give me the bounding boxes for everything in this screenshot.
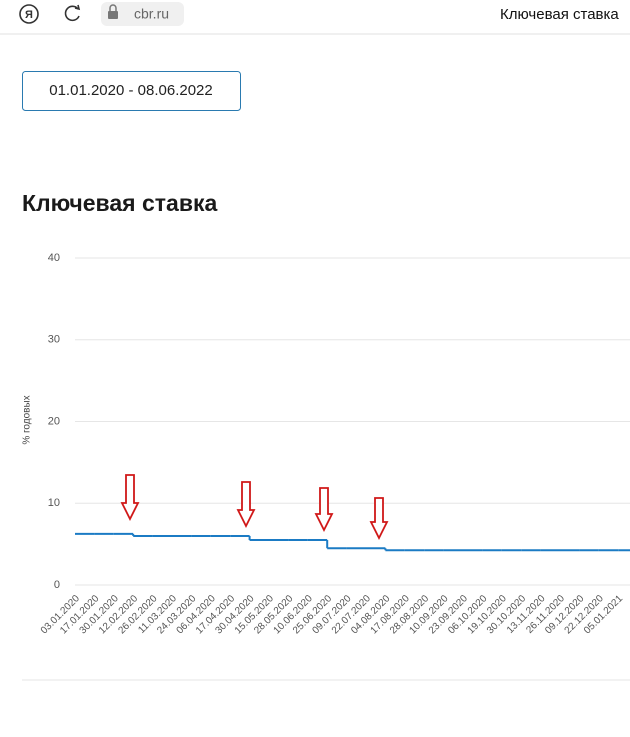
- chart-title: Ключевая ставка: [22, 190, 217, 216]
- arrow: [314, 487, 334, 533]
- plot: 01020304003.01.202017.01.202030.01.20201…: [39, 252, 630, 636]
- browser-logo[interactable]: [19, 4, 39, 24]
- date-range-box[interactable]: [22, 71, 241, 111]
- arrows: [120, 474, 389, 541]
- lock-shackle: [109, 4, 117, 11]
- address-bar[interactable]: [101, 2, 184, 26]
- y-tick-label: 20: [48, 415, 60, 427]
- y-tick-label: 10: [48, 497, 60, 509]
- reload-icon[interactable]: [64, 5, 80, 22]
- y-axis-label: % годовых: [22, 395, 33, 444]
- arrow: [120, 474, 140, 522]
- lock-icon: [108, 11, 118, 19]
- y-tick-label: 30: [48, 334, 60, 346]
- date-range: 01.01.2020 - 08.06.2022: [49, 82, 212, 99]
- y-tick-label: 40: [48, 252, 60, 264]
- tab-title: Ключевая ставка: [500, 6, 619, 23]
- y-tick-label: 0: [54, 579, 60, 591]
- arrow: [236, 481, 256, 529]
- url: cbr.ru: [134, 6, 169, 22]
- browser-logo-letter: Я: [25, 9, 33, 21]
- reload-arrow: [74, 4, 81, 11]
- arrow: [369, 497, 389, 541]
